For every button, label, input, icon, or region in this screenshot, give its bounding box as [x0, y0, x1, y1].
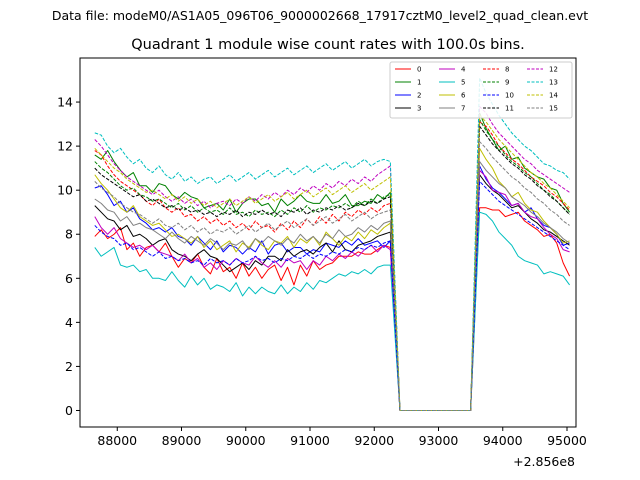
legend-label-15: 15 [549, 105, 558, 113]
series-line-14 [94, 114, 570, 411]
legend-label-8: 8 [505, 66, 509, 74]
y-tick-label: 4 [65, 315, 73, 330]
legend-label-6: 6 [461, 92, 466, 100]
chart-title: Quadrant 1 module wise count rates with … [131, 37, 525, 53]
y-tick-label: 14 [57, 95, 73, 110]
plot-frame [79, 57, 577, 428]
x-tick-label: 89000 [162, 433, 202, 448]
y-tick-label: 12 [57, 139, 73, 154]
legend-label-9: 9 [505, 79, 509, 87]
series-line-6 [94, 147, 570, 411]
x-tick-label: 94000 [483, 433, 523, 448]
x-offset-label: +2.856e8 [513, 454, 575, 469]
legend-label-13: 13 [549, 79, 558, 87]
legend-label-14: 14 [549, 92, 558, 100]
y-axis: 0 2 4 6 8 10 12 14 [57, 95, 80, 418]
figure-suptitle: Data file: modeM0/AS1A05_096T06_90000026… [52, 8, 588, 23]
y-tick-label: 2 [65, 359, 73, 374]
x-axis: 88000 89000 90000 91000 92000 93000 94000 95000 [97, 427, 587, 448]
legend-label-4: 4 [461, 66, 466, 74]
legend-label-11: 11 [505, 105, 514, 113]
series-line-4 [94, 169, 570, 411]
legend-label-10: 10 [505, 92, 514, 100]
series-line-7 [94, 161, 570, 411]
legend-label-1: 1 [417, 79, 421, 87]
y-tick-label: 8 [65, 227, 73, 242]
x-tick-label: 92000 [354, 433, 394, 448]
x-tick-label: 91000 [290, 433, 330, 448]
legend-label-7: 7 [461, 105, 465, 113]
series-line-5 [94, 211, 570, 411]
series-line-3 [94, 174, 570, 411]
series-layer [94, 77, 571, 411]
legend-label-2: 2 [417, 92, 421, 100]
x-tick-label: 88000 [97, 433, 137, 448]
series-line-15 [94, 141, 570, 411]
x-tick-label: 95000 [547, 433, 587, 448]
series-line-11 [94, 125, 570, 411]
series-line-10 [94, 180, 570, 411]
legend-label-0: 0 [417, 66, 421, 74]
series-line-1 [94, 112, 570, 411]
y-tick-label: 0 [65, 403, 73, 418]
legend-label-12: 12 [549, 66, 558, 74]
x-tick-label: 90000 [226, 433, 266, 448]
series-line-8 [94, 121, 570, 411]
series-line-2 [94, 165, 570, 411]
y-tick-label: 10 [57, 183, 73, 198]
y-tick-label: 6 [65, 271, 73, 286]
series-line-0 [94, 207, 571, 411]
x-tick-label: 93000 [419, 433, 459, 448]
series-line-12 [94, 105, 570, 411]
legend-label-5: 5 [461, 79, 465, 87]
legend-label-3: 3 [417, 105, 421, 113]
legend-box [389, 61, 573, 119]
series-line-13 [94, 77, 570, 411]
